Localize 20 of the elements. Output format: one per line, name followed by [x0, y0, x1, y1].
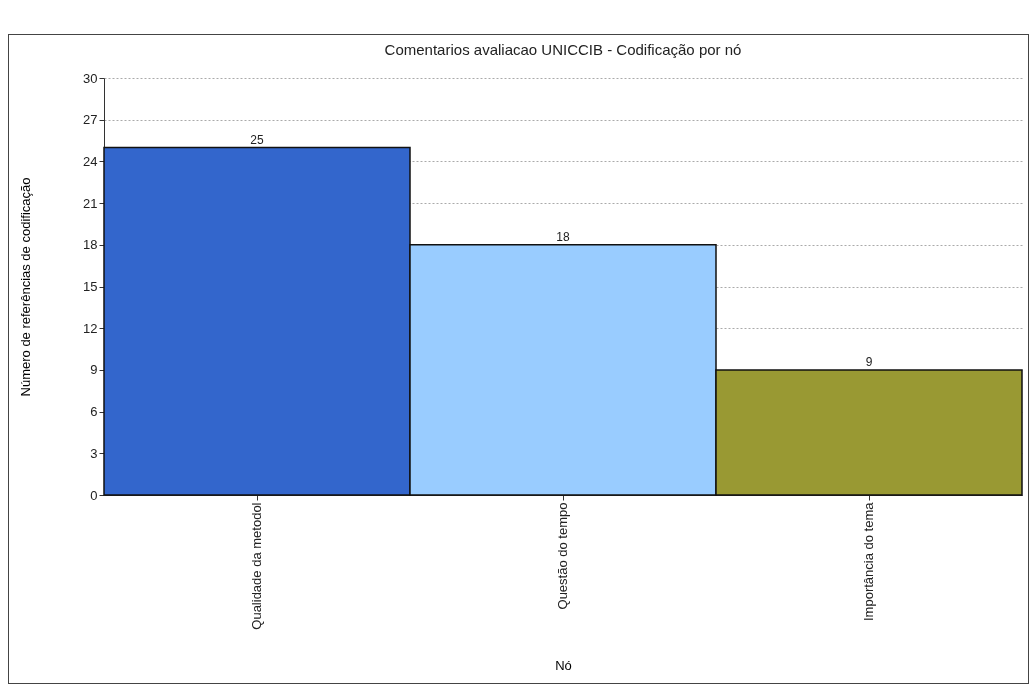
y-tick-label: 9	[90, 362, 98, 378]
y-tick-label: 24	[83, 153, 98, 169]
data-label: 18	[556, 229, 570, 244]
x-axis-title: Nó	[555, 657, 572, 673]
y-tick-label: 21	[83, 195, 98, 211]
y-tick-label: 30	[83, 70, 98, 86]
chart-title: Comentarios avaliacao UNICCIB - Codificação por nó	[384, 41, 742, 58]
x-tick-label: Importância do tema	[861, 501, 876, 622]
y-tick-label: 15	[83, 279, 98, 294]
y-tick-label: 6	[90, 404, 98, 420]
y-tick-label: 3	[90, 445, 98, 461]
y-tick-label: 27	[83, 112, 98, 128]
y-axis-title: Número de referências de codificação	[18, 177, 34, 397]
x-tick-label: Questão do tempo	[555, 502, 570, 610]
y-tick-label: 0	[90, 487, 98, 503]
y-tick-label: 18	[83, 237, 98, 253]
y-tick-label: 12	[83, 320, 98, 336]
data-label: 9	[865, 354, 873, 369]
data-label: 25	[250, 132, 264, 147]
x-tick-label: Qualidade da metodol	[249, 502, 264, 630]
